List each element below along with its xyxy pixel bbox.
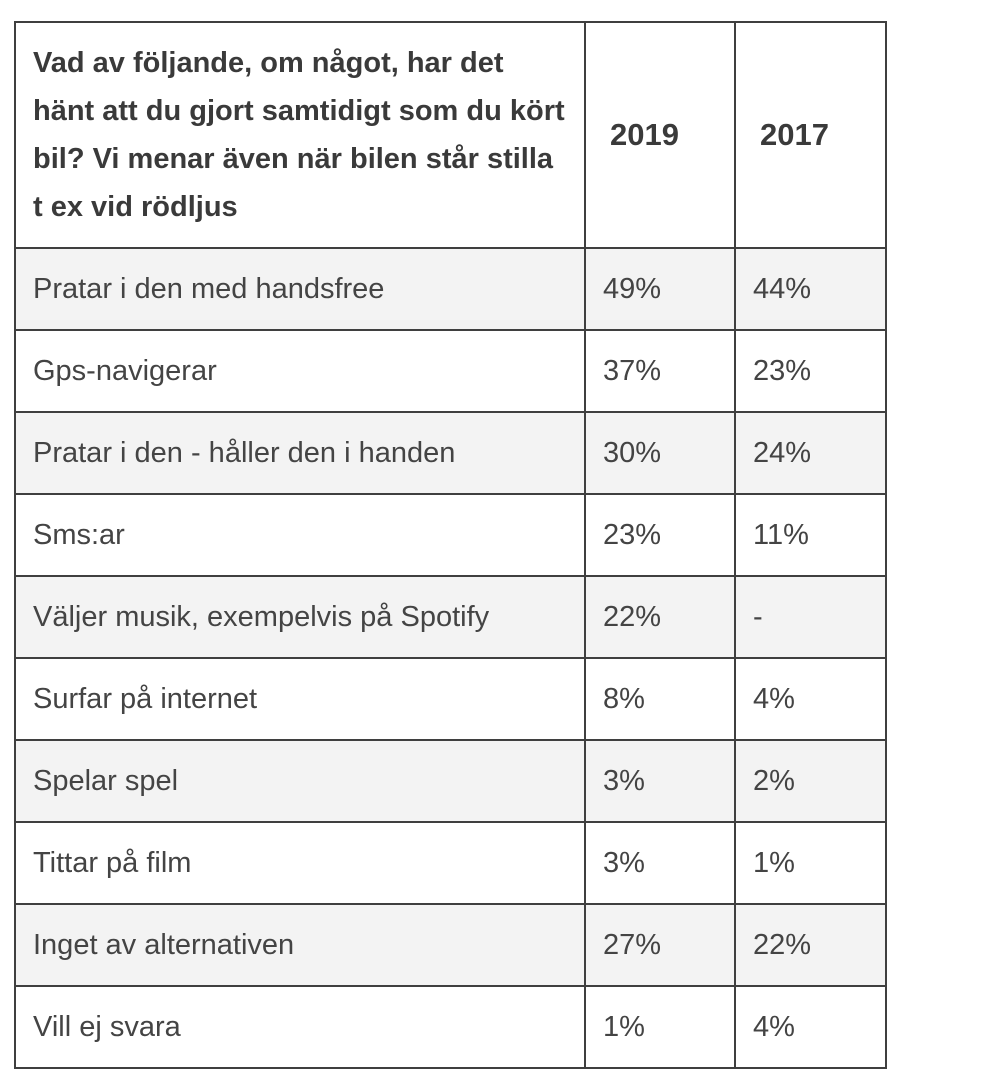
year-2019-header: 2019 (584, 21, 736, 249)
value-2019: 30% (584, 411, 736, 495)
table-row: Väljer musik, exempelvis på Spotify 22% … (14, 575, 887, 659)
value-2019: 3% (584, 739, 736, 823)
value-2019: 22% (584, 575, 736, 659)
row-label: Inget av alternativen (14, 903, 586, 987)
table-row: Gps-navigerar 37% 23% (14, 329, 887, 413)
row-label: Vill ej svara (14, 985, 586, 1069)
table-row: Pratar i den - håller den i handen 30% 2… (14, 411, 887, 495)
value-2019: 3% (584, 821, 736, 905)
question-header: Vad av följande, om något, har det hänt … (14, 21, 586, 249)
row-label: Tittar på film (14, 821, 586, 905)
value-2019: 27% (584, 903, 736, 987)
value-2017: 1% (734, 821, 887, 905)
table-body: Pratar i den med handsfree 49% 44% Gps-n… (14, 247, 887, 1069)
row-label: Pratar i den med handsfree (14, 247, 586, 331)
value-2017: 24% (734, 411, 887, 495)
table-header: Vad av följande, om något, har det hänt … (14, 21, 887, 249)
row-label: Väljer musik, exempelvis på Spotify (14, 575, 586, 659)
row-label: Spelar spel (14, 739, 586, 823)
value-2017: 2% (734, 739, 887, 823)
value-2019: 23% (584, 493, 736, 577)
table-row: Surfar på internet 8% 4% (14, 657, 887, 741)
value-2017: 23% (734, 329, 887, 413)
row-label: Sms:ar (14, 493, 586, 577)
value-2017: 11% (734, 493, 887, 577)
value-2019: 49% (584, 247, 736, 331)
value-2019: 8% (584, 657, 736, 741)
table-row: Vill ej svara 1% 4% (14, 985, 887, 1069)
value-2019: 37% (584, 329, 736, 413)
value-2017: 44% (734, 247, 887, 331)
value-2017: 22% (734, 903, 887, 987)
table-row: Sms:ar 23% 11% (14, 493, 887, 577)
table-row: Pratar i den med handsfree 49% 44% (14, 247, 887, 331)
row-label: Gps-navigerar (14, 329, 586, 413)
row-label: Surfar på internet (14, 657, 586, 741)
survey-table: Vad av följande, om något, har det hänt … (14, 21, 887, 1069)
table-row: Spelar spel 3% 2% (14, 739, 887, 823)
value-2019: 1% (584, 985, 736, 1069)
value-2017: 4% (734, 657, 887, 741)
table-row: Tittar på film 3% 1% (14, 821, 887, 905)
value-2017: - (734, 575, 887, 659)
header-row: Vad av följande, om något, har det hänt … (14, 21, 887, 249)
row-label: Pratar i den - håller den i handen (14, 411, 586, 495)
table-row: Inget av alternativen 27% 22% (14, 903, 887, 987)
value-2017: 4% (734, 985, 887, 1069)
year-2017-header: 2017 (734, 21, 887, 249)
